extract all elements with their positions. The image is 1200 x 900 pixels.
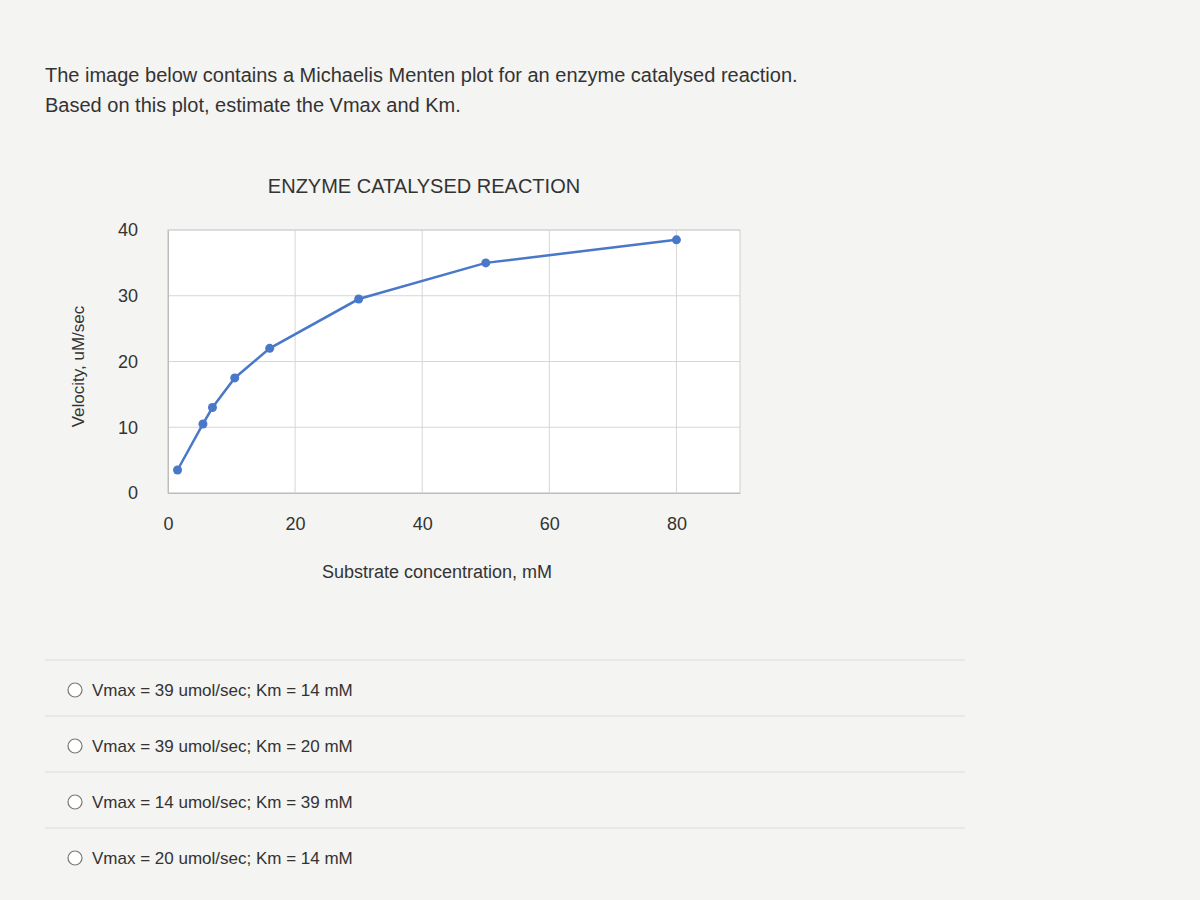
tick: 20 bbox=[118, 352, 168, 372]
option-text[interactable]: Vmax = 39 umol/sec; Km = 14 mM bbox=[92, 681, 353, 700]
radio-button[interactable] bbox=[68, 795, 82, 809]
radio-button[interactable] bbox=[68, 683, 82, 697]
option-separator bbox=[45, 828, 965, 829]
data-point bbox=[481, 258, 490, 267]
tick: 10 bbox=[118, 418, 168, 438]
option-separator bbox=[45, 660, 965, 661]
tick: 40 bbox=[118, 220, 168, 240]
x-axis-label: Substrate concentration, mM bbox=[322, 562, 552, 582]
page: The image below contains a Michaelis Men… bbox=[0, 0, 1200, 900]
option-separator bbox=[45, 772, 965, 773]
data-point bbox=[672, 235, 681, 244]
tick: 20 bbox=[286, 493, 306, 534]
radio-button[interactable] bbox=[68, 851, 82, 865]
option-separator bbox=[45, 716, 965, 717]
data-line bbox=[178, 240, 677, 470]
tick: 60 bbox=[540, 493, 560, 534]
y-axis-label: Velocity, uM/sec bbox=[69, 305, 88, 427]
tick-label: 0 bbox=[128, 483, 138, 503]
background bbox=[0, 0, 1200, 900]
plot-background bbox=[168, 230, 740, 493]
data-point bbox=[208, 403, 217, 412]
tick-label: 0 bbox=[163, 514, 173, 534]
tick-label: 10 bbox=[118, 418, 138, 438]
data-point bbox=[354, 295, 363, 304]
plot-frame bbox=[168, 230, 740, 493]
option-text[interactable]: Vmax = 14 umol/sec; Km = 39 mM bbox=[92, 793, 353, 812]
grid-line bbox=[168, 295, 740, 296]
radio-button[interactable] bbox=[68, 739, 82, 753]
tick: 80 bbox=[667, 493, 687, 534]
tick-label: 20 bbox=[118, 352, 138, 372]
data-point bbox=[230, 373, 239, 382]
tick-label: 80 bbox=[667, 514, 687, 534]
tick: 40 bbox=[413, 493, 433, 534]
option-text[interactable]: Vmax = 39 umol/sec; Km = 20 mM bbox=[92, 737, 353, 756]
marks bbox=[173, 235, 681, 474]
chart-title: ENZYME CATALYSED REACTION bbox=[268, 175, 580, 197]
tick: 0 bbox=[128, 483, 168, 503]
tick-label: 30 bbox=[118, 286, 138, 306]
data-point bbox=[198, 419, 207, 428]
axis-line bbox=[168, 231, 169, 494]
data-point bbox=[173, 465, 182, 474]
x-axis: 0 20 40 60 80 bbox=[163, 493, 740, 534]
tick-label: 40 bbox=[118, 220, 138, 240]
grid-line bbox=[168, 427, 740, 428]
axis-line bbox=[169, 493, 741, 494]
tick-label: 40 bbox=[413, 514, 433, 534]
question-text: Based on this plot, estimate the Vmax an… bbox=[45, 94, 461, 116]
tick-label: 20 bbox=[286, 514, 306, 534]
data-point bbox=[265, 344, 274, 353]
option-text[interactable]: Vmax = 20 umol/sec; Km = 14 mM bbox=[92, 849, 353, 868]
question-text: The image below contains a Michaelis Men… bbox=[45, 64, 798, 86]
tick: 30 bbox=[118, 286, 168, 306]
tick: 0 bbox=[163, 493, 173, 534]
y-axis: 0 10 20 30 40 bbox=[118, 220, 169, 503]
grid bbox=[168, 230, 740, 493]
tick-label: 60 bbox=[540, 514, 560, 534]
